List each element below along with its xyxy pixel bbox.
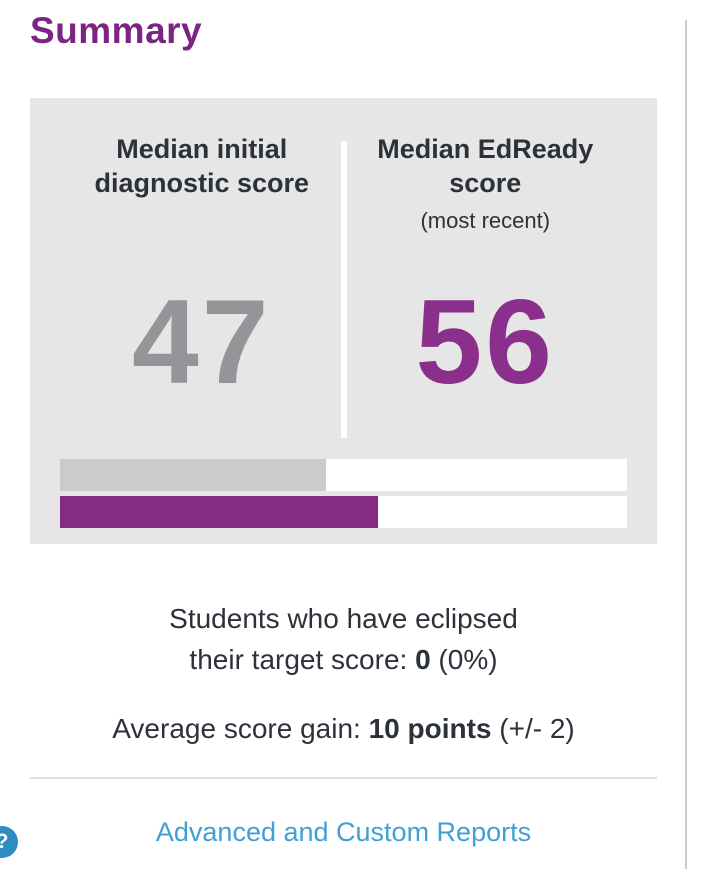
eclipsed-stat-value: 0 [415,644,431,675]
gain-stat: Average score gain: 10 points (+/- 2) [30,708,657,749]
edready-score-header: Median EdReady score [344,132,628,200]
initial-score-bar-fill [60,459,327,491]
edready-score-subtitle: (most recent) [420,208,551,233]
score-columns: Median initial diagnostic score 47 Media… [60,132,627,402]
initial-score-value: 47 [132,275,272,409]
eclipsed-stat-line2: their target score: 0 (0%) [30,639,657,680]
initial-score-header-area: Median initial diagnostic score [60,132,344,282]
edready-score-header-line2: score [449,168,522,198]
edready-score-header-line1: Median EdReady [377,134,594,164]
eclipsed-stat-line1: Students who have eclipsed [169,603,518,634]
gain-stat-value: 10 points [368,713,492,744]
eclipsed-stat-prefix: their target score: [189,644,416,675]
edready-score-header-area: Median EdReady score (most recent) [344,132,628,282]
page-title: Summary [30,10,203,51]
eclipsed-stat-suffix: (0%) [430,644,498,675]
gain-stat-suffix: (+/- 2) [491,713,575,744]
edready-score-bar-fill [60,496,378,528]
edready-score-bar-track [60,496,627,528]
advanced-reports-link[interactable]: Advanced and Custom Reports [155,816,532,847]
initial-score-column: Median initial diagnostic score 47 [60,132,344,402]
column-divider [340,141,347,438]
initial-score-header: Median initial diagnostic score [60,132,344,200]
bottom-divider [30,777,657,779]
summary-card: Median initial diagnostic score 47 Media… [30,98,657,544]
edready-score-column: Median EdReady score (most recent) 56 [344,132,628,402]
initial-score-header-line1: Median initial [116,134,288,164]
help-button[interactable]: ? [0,826,18,858]
gain-stat-prefix: Average score gain: [112,713,369,744]
eclipsed-stat: Students who have eclipsed their target … [30,598,657,680]
score-bars [60,459,627,528]
footer-row: Advanced and Custom Reports [30,779,657,885]
initial-score-header-line2: diagnostic score [94,168,310,198]
panel-right-border [685,20,687,869]
summary-panel: Summary Median initial diagnostic score … [0,12,710,885]
initial-score-bar-track [60,459,627,491]
edready-score-value: 56 [415,275,555,409]
question-mark-icon: ? [0,830,8,854]
